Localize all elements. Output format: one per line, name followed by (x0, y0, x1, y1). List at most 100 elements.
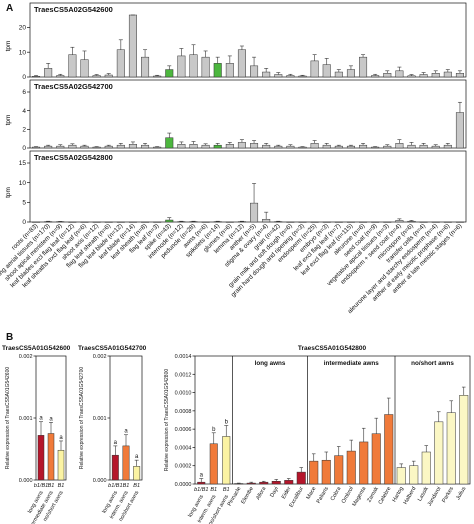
panel-a-bar (56, 75, 65, 78)
panel-a-bar (334, 145, 343, 149)
panel-a-bar (44, 68, 53, 78)
panel-b-gene-title: TraesCS5A01G542800 (298, 345, 367, 352)
panel-a-bar (286, 75, 295, 78)
panel-b-significance-letter: b (225, 419, 229, 425)
panel-a-subplot-frame (29, 2, 467, 78)
panel-a-bar (237, 142, 246, 149)
panel-a-bar (201, 56, 210, 78)
panel-a-bar (153, 146, 162, 149)
panel-a-bar (431, 145, 440, 149)
panel-a-bar (455, 73, 464, 78)
panel-b-y-tick-label: 0.0014 (175, 354, 192, 360)
panel-a-y-tick-label: 4 (22, 108, 26, 115)
panel-b-genotype-label: b1/B1 (34, 483, 48, 489)
panel-a-bar (213, 63, 222, 78)
panel-b-variety-label: Julius (455, 486, 467, 501)
panel-b-variety-bar (446, 412, 456, 485)
panel-a-bar (407, 75, 416, 78)
panel-a-bar (128, 144, 137, 149)
panel-a-y-tick-label: 0 (22, 219, 26, 226)
panel-a-y-tick-label: 2 (22, 127, 26, 134)
panel-a-bar (407, 220, 416, 223)
panel-a-subplot-frame (29, 150, 467, 223)
panel-a-bar (322, 64, 331, 78)
panel-a-y-tick-label: 0 (22, 145, 26, 152)
panel-b-y-tick-label: 0.001 (93, 416, 107, 422)
panel-a-bar (334, 71, 343, 78)
panel-a-gene-title: TraesCS5A02G542700 (34, 82, 113, 91)
panel-a-bar (225, 144, 234, 149)
panel-a-bar (262, 144, 271, 149)
panel-a-bar (286, 145, 295, 149)
panel-a-bar (419, 144, 428, 149)
panel-a-bar (359, 144, 368, 149)
panel-a-bar (80, 59, 89, 78)
panel-b-y-tick-label: 0.0008 (175, 409, 192, 415)
panel-a-bar (141, 144, 150, 149)
panel-a-bar (165, 137, 174, 149)
panel-a-bar (165, 219, 174, 223)
panel-b-significance-letter: a (59, 435, 63, 441)
panel-b-y-label: Relative expression of TraesCS5A01G54270… (79, 367, 85, 470)
panel-a-gene-title: TraesCS5A02G542800 (34, 153, 113, 162)
panel-b-plot-frame (194, 355, 471, 485)
panel-b-genotype-label: B1 (48, 483, 55, 489)
panel-b-summary-bar (197, 481, 206, 485)
panel-a-bar (395, 143, 404, 149)
panel-a-bar (322, 144, 331, 149)
panel-b-y-label: Relative expression of TraesCS5A01G54280… (164, 369, 170, 472)
panel-a-bar (346, 69, 355, 78)
panel-b-genotype-label: B1 (133, 483, 140, 489)
panel-a-bar (177, 144, 186, 149)
panel-a-bar (395, 220, 404, 223)
panel-b-significance-letter: a (114, 440, 118, 446)
panel-a-y-tick-label: 6 (22, 89, 26, 96)
panel-a-bar (104, 145, 113, 149)
panel-label-a: A (6, 3, 13, 14)
panel-a-bar (201, 144, 210, 149)
panel-b-summary-bar (209, 443, 218, 485)
panel-a-y-tick-label: 10 (19, 49, 27, 56)
panel-b-variety-bar (334, 455, 344, 485)
panel-a-bar (32, 146, 41, 149)
panel-b-y-tick-label: 0.000 (19, 478, 33, 484)
panel-a-bar (250, 65, 259, 78)
panel-b-variety-bar (384, 414, 394, 485)
panel-b-significance-letter: a (124, 429, 128, 435)
panel-a-bar (177, 55, 186, 78)
panel-b-summary-bar (122, 445, 130, 481)
panel-a-bar (237, 49, 246, 78)
panel-b-y-tick-label: 0.0012 (175, 372, 192, 378)
panel-b-genotype-label: B1 (223, 487, 230, 493)
panel-b-group-title: intermediate awns (324, 360, 379, 367)
panel-a-bar (189, 54, 198, 78)
panel-a-bar (250, 202, 259, 223)
panel-b-variety-bar (296, 471, 306, 485)
panel-b-genotype-label: b1/B1 (194, 487, 208, 493)
panel-a-y-label: tpm (5, 187, 12, 198)
panel-b-variety-bar (346, 450, 356, 485)
panel-a-bar (262, 218, 271, 223)
panel-a-bar (92, 75, 101, 78)
panel-a-rna-seq-chart: TraesCS5A02G542600tpm01020TraesCS5A02G54… (0, 2, 467, 315)
panel-b-variety-label: Parkes (441, 486, 455, 504)
panel-a-bar (250, 143, 259, 149)
panel-b-summary-bar (47, 433, 55, 481)
panel-b-variety-bar (434, 421, 444, 485)
panel-a-bar (419, 74, 428, 78)
panel-a-y-label: tpm (5, 41, 12, 52)
panel-a-bar (153, 75, 162, 78)
panel-b-variety-bar (421, 451, 431, 485)
panel-a-bar (455, 112, 464, 149)
panel-b-variety-bar (259, 481, 269, 485)
panel-a-bar (189, 144, 198, 149)
panel-b-y-tick-label: 0.0002 (175, 464, 192, 470)
panel-a-bar (56, 145, 65, 149)
panel-a-bar (80, 145, 89, 149)
panel-b-significance-letter: b (212, 427, 216, 433)
panel-a-bar (383, 145, 392, 149)
panel-a-bar (443, 71, 452, 78)
panel-b-variety-label: Mace (306, 486, 318, 501)
panel-a-bar (128, 14, 137, 78)
